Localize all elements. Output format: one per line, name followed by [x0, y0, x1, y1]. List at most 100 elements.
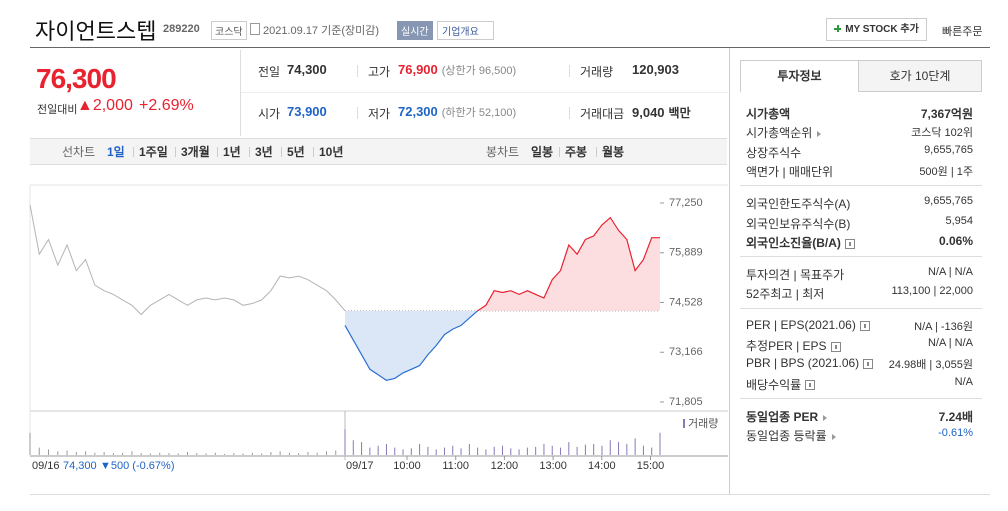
summary-label: 전일 [258, 65, 281, 79]
range-tab[interactable]: 1년 [223, 145, 241, 159]
help-icon[interactable] [805, 380, 816, 391]
info-value: -0.61% [938, 427, 973, 440]
x-label: 10:00 [393, 460, 421, 472]
range-tab[interactable]: 5년 [287, 145, 305, 159]
company-info[interactable]: 기업개요 [437, 21, 494, 40]
candle-tab[interactable]: 일봉 [531, 145, 554, 159]
bottom-line [30, 494, 990, 495]
summary-row-divider [241, 92, 728, 93]
value: 73,900 [287, 104, 327, 119]
my-stock-button[interactable]: MY STOCK 추가 [826, 18, 927, 41]
label: 외국인보유주식수(B) [746, 216, 851, 231]
stock-code: 289220 [163, 23, 200, 35]
value: 72,300 [398, 104, 438, 119]
candle-tab[interactable]: 월봉 [602, 145, 625, 159]
label: 동일업종 등락률 [746, 429, 827, 444]
tab-separator [596, 147, 597, 157]
label: 투자의견 | 목표주가 [746, 268, 845, 283]
summary-label: 시가 [258, 107, 281, 121]
info-value: 0.06% [938, 233, 973, 248]
summary-label: 고가 [368, 65, 391, 79]
group-separator [740, 397, 982, 399]
realtime-badge[interactable]: 실시간 [397, 21, 433, 40]
current-price: 76,300 [36, 63, 117, 94]
info-tab-active[interactable]: 투자정보 [740, 60, 859, 92]
summary-value: 9,040 백만 [632, 104, 691, 121]
tab-bar [30, 138, 727, 165]
help-icon[interactable] [859, 320, 870, 331]
y-tick-label: 73,166 [669, 346, 703, 358]
summary-col-divider [357, 107, 358, 119]
x-label: 15:00 [637, 460, 665, 472]
stock-name: 자이언트스텝 [35, 19, 157, 44]
line-chart-label: 선차트 [62, 145, 96, 159]
intraday-chart: 77,250 75,889 74,528 73,166 71,805 거래량 09/16 74… [29, 184, 728, 472]
volume-legend: 거래량 [688, 417, 718, 430]
info-value: N/A [954, 375, 973, 388]
plus-icon [834, 25, 842, 32]
label: 상장주식수 [746, 145, 802, 160]
info-value: N/A | N/A [927, 337, 973, 349]
summary-label: 저가 [368, 107, 391, 121]
x-label: 14:00 [588, 460, 616, 472]
x-label: 13:00 [539, 460, 567, 472]
info-label: 시가총액순위 [746, 124, 822, 141]
info-value: N/A | N/A [927, 266, 973, 279]
x-label: 09/16 [32, 460, 60, 472]
panel-divider [729, 48, 730, 494]
info-value: 5,954 [945, 214, 973, 227]
info-label: 52주최고 | 최저 [746, 285, 824, 302]
group-separator [740, 185, 982, 187]
label: PER | EPS(2021.06) [746, 317, 856, 332]
range-tab[interactable]: 1주일 [139, 145, 168, 159]
y-tick-label: 74,528 [669, 296, 703, 308]
info-value: 코스닥 102위 [911, 127, 973, 140]
summary-value: 74,300 [287, 62, 327, 77]
label: 외국인한도주식수(A) [746, 197, 851, 212]
range-tab[interactable]: 3개월 [181, 145, 210, 159]
label: 동일업종 PER [746, 409, 819, 424]
summary-label: 거래량 [580, 65, 614, 79]
value: 76,900 [398, 62, 438, 77]
info-value: 9,655,765 [924, 195, 973, 208]
tab-separator [249, 147, 250, 157]
summary-col-divider [569, 107, 570, 119]
label: 배당수익률 [746, 377, 802, 392]
range-tab[interactable]: 1일 [107, 145, 125, 159]
info-value: N/A | -136원 [914, 320, 973, 333]
range-tab[interactable]: 3년 [255, 145, 273, 159]
base-date: 2021.09.17 기준(장미감) [263, 25, 380, 37]
candle-tab[interactable]: 주봉 [565, 145, 588, 159]
info-label: 외국인보유주식수(B) [746, 215, 850, 232]
quick-order[interactable]: 빠른주문 [942, 26, 983, 38]
change-pct: +2.69% [139, 97, 194, 114]
range-tab[interactable]: 10년 [319, 145, 344, 159]
change-label: 전일대비 [37, 104, 78, 116]
help-icon[interactable] [830, 341, 841, 352]
info-tab-line [858, 91, 982, 92]
tab-separator [313, 147, 314, 157]
y-tick-label: 77,250 [669, 197, 703, 209]
info-value: 9,655,765 [924, 143, 973, 156]
info-label: PER | EPS(2021.06) [746, 318, 870, 332]
summary-value: 120,903 [632, 62, 679, 77]
summary-col-divider [569, 65, 570, 77]
help-icon[interactable] [863, 359, 874, 370]
link-arrow [823, 414, 828, 421]
prev-day-line [29, 204, 346, 316]
info-value: 7,367억원 [920, 107, 973, 121]
today-line [344, 216, 660, 381]
info-value: 7.24배 [938, 409, 973, 424]
label: 액면가 | 매매단위 [746, 164, 834, 179]
value: 120,903 [632, 62, 679, 77]
market-badge: 코스닥 [211, 21, 247, 40]
info-tab[interactable]: 호가 10단계 [858, 60, 982, 92]
help-icon[interactable] [844, 238, 855, 249]
info-label: 외국인소진율(B/A) [746, 234, 855, 251]
summary-value: 73,900 [287, 104, 327, 119]
summary-value: 72,300 (하한가 52,100) [398, 104, 516, 120]
today-area [345, 217, 660, 381]
info-label: 상장주식수 [746, 144, 801, 161]
